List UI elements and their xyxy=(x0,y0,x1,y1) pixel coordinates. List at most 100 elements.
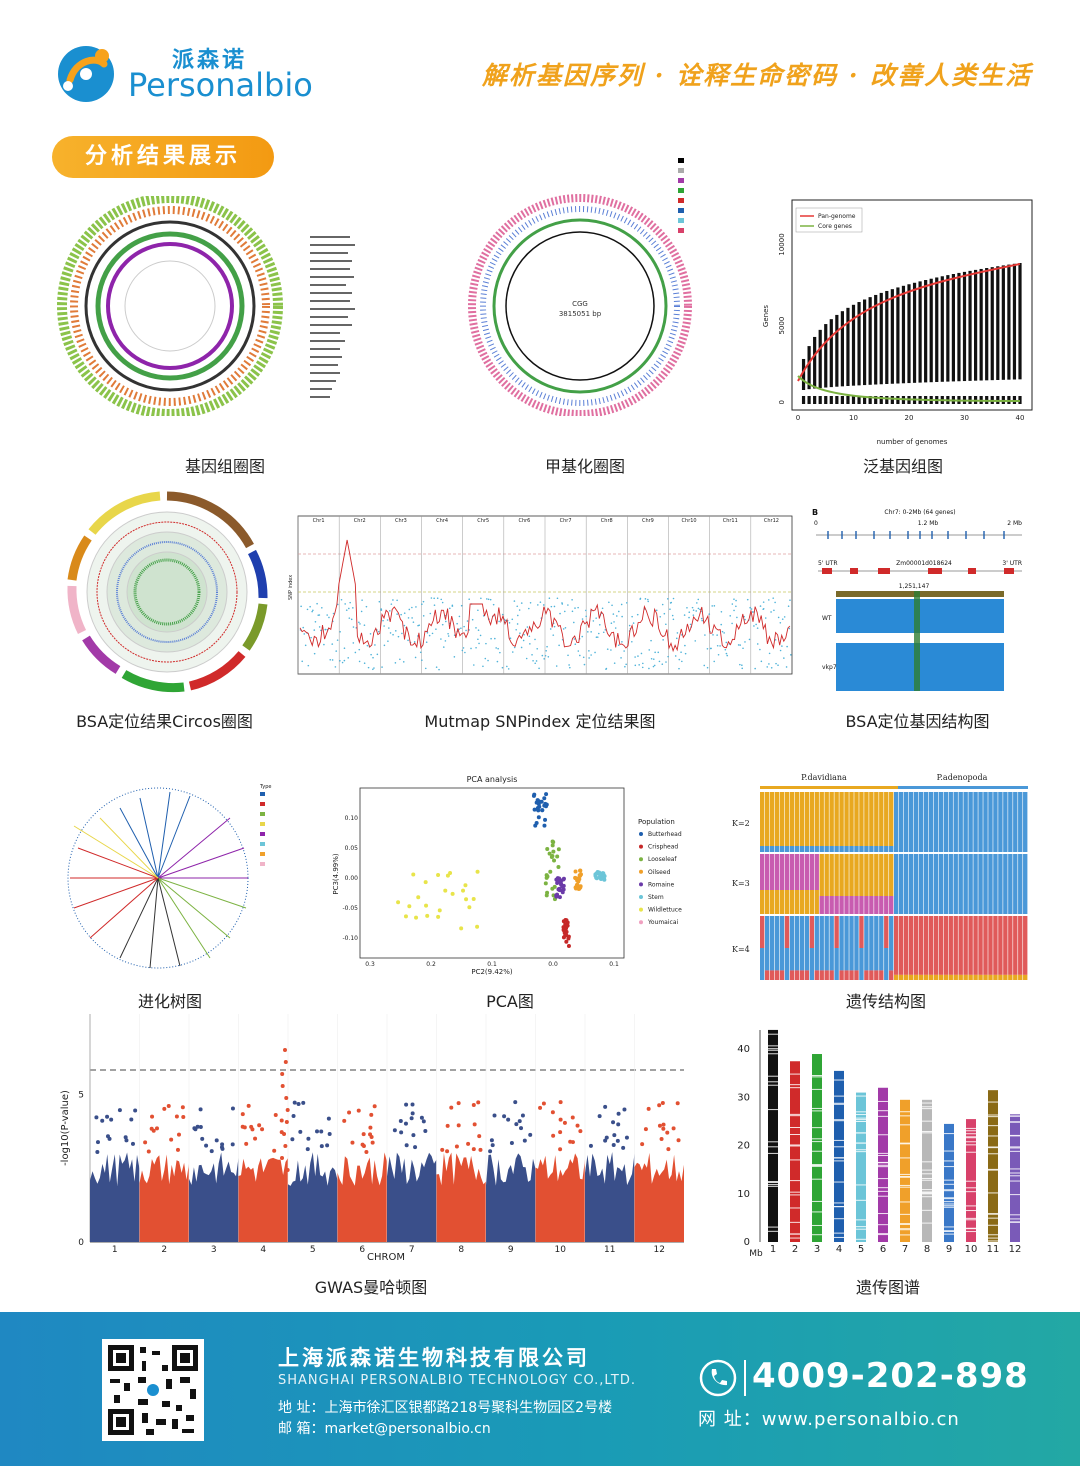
gwas-snp-point xyxy=(671,1126,676,1131)
mutmap-snp-point xyxy=(581,618,584,620)
qr-code[interactable] xyxy=(102,1339,204,1441)
mutmap-snp-point xyxy=(433,604,436,606)
linkage-marker xyxy=(768,1053,778,1055)
mutmap-snp-point xyxy=(472,664,475,666)
structure-ancestry-segment xyxy=(849,970,854,980)
mutmap-snp-point xyxy=(347,657,350,659)
pca-sample-point xyxy=(407,904,412,909)
pca-xlabel: PC2(9.42%) xyxy=(471,968,513,976)
structure-ancestry-segment xyxy=(1013,974,1018,980)
gwas-chrom-block xyxy=(288,1152,338,1242)
mutmap-snp-point xyxy=(543,658,545,660)
mutmap-snp-point xyxy=(318,614,321,616)
pan-genome-sample-column xyxy=(924,280,928,383)
mutmap-snp-point xyxy=(528,635,531,638)
linkage-marker xyxy=(1010,1121,1020,1123)
gwas-snp-point xyxy=(220,1146,225,1151)
linkage-marker xyxy=(922,1102,932,1104)
mutmap-snp-point xyxy=(511,618,514,621)
mutmap-snp-point xyxy=(438,668,440,671)
gwas-snp-point xyxy=(489,1138,494,1143)
linkage-marker xyxy=(944,1183,954,1185)
mutmap-snp-point xyxy=(655,609,658,612)
linkage-marker xyxy=(944,1197,954,1199)
mutmap-snp-point xyxy=(520,646,523,649)
mutmap-snp-point xyxy=(396,613,398,615)
mutmap-snp-point xyxy=(456,622,458,625)
mutmap-snp-point xyxy=(309,605,311,608)
gwas-snp-point xyxy=(372,1104,377,1109)
gwas-snp-point xyxy=(528,1132,533,1137)
structure-ancestry-segment xyxy=(879,896,884,914)
mutmap-snp-point xyxy=(460,627,462,629)
pca-sample-point xyxy=(561,877,566,882)
gwas-snp-point xyxy=(279,1118,284,1123)
pca-xtick: 0.2 xyxy=(426,961,436,968)
mutmap-snp-point xyxy=(648,667,650,670)
linkage-marker xyxy=(812,1165,822,1167)
mutmap-snp-point xyxy=(642,662,644,665)
mutmap-snp-point xyxy=(790,654,792,656)
linkage-marker xyxy=(966,1133,976,1135)
mutmap-snp-point xyxy=(647,598,649,601)
structure-ancestry-segment xyxy=(784,792,790,846)
pca-legend-label: Oilseed xyxy=(648,869,671,876)
phylo-legend-title: Type xyxy=(259,784,271,790)
structure-ancestry-segment xyxy=(1013,792,1018,852)
gwas-snp-point xyxy=(616,1122,621,1127)
linkage-marker xyxy=(922,1179,932,1181)
pca-legend-swatch xyxy=(639,882,643,887)
hotline-number[interactable]: 4009-202-898 xyxy=(752,1356,1029,1396)
pca-sample-point xyxy=(573,876,578,881)
structure-ancestry-segment xyxy=(824,916,829,971)
gwas-snp-point xyxy=(519,1126,524,1131)
mutmap-snp-point xyxy=(480,597,482,600)
genetic-map-caption: 遗传图谱 xyxy=(855,1278,920,1297)
mutmap-snp-point xyxy=(766,666,769,668)
company-email[interactable]: 邮 箱：market@personalbio.cn xyxy=(278,1421,491,1437)
structure-ancestry-segment xyxy=(799,916,805,971)
gwas-snp-point xyxy=(466,1141,471,1146)
mutmap-snp-point xyxy=(413,641,416,643)
pca-legend-swatch xyxy=(639,832,643,836)
core-genome-sample-column xyxy=(874,396,878,404)
structure-ancestry-segment xyxy=(913,974,919,980)
structure-ancestry-segment xyxy=(844,896,849,914)
slogan: 解析基因序列 · 诠释生命密码 · 改善人类生活 xyxy=(482,61,1033,90)
mutmap-snp-point xyxy=(475,627,477,629)
structure-ancestry-segment xyxy=(958,916,963,975)
mutmap-snp-point xyxy=(487,598,490,601)
pca-sample-point xyxy=(445,873,450,878)
gwas-snp-point xyxy=(146,1149,151,1154)
gwas-snp-point xyxy=(488,1149,493,1154)
structure-ancestry-segment xyxy=(839,792,844,846)
mutmap-snp-point xyxy=(601,607,604,610)
pca-ytick: 0.00 xyxy=(345,875,359,882)
linkage-marker xyxy=(1010,1218,1020,1220)
pca-sample-point xyxy=(550,843,555,848)
mutmap-snp-point xyxy=(774,601,776,604)
pca-sample-point xyxy=(564,932,569,937)
mutmap-snp-point xyxy=(739,663,741,666)
linkage-group-bar xyxy=(988,1090,998,1242)
gwas-snp-point xyxy=(562,1120,567,1125)
pan-genome-sample-column xyxy=(979,268,983,381)
gwas-snp-point xyxy=(347,1110,352,1115)
gwas-snp-point xyxy=(392,1128,397,1133)
structure-ancestry-segment xyxy=(779,890,785,914)
pca-legend-label: Crisphead xyxy=(648,844,678,851)
company-website[interactable]: 网 址：www.personalbio.cn xyxy=(698,1409,960,1430)
mutmap-snp-point xyxy=(407,617,410,619)
linkage-marker xyxy=(790,1087,800,1089)
mutmap-snp-point xyxy=(363,624,366,626)
pan-genome-sample-column xyxy=(801,358,806,390)
mutmap-snp-point xyxy=(435,666,438,668)
linkage-marker xyxy=(834,1218,844,1220)
linkage-marker xyxy=(966,1210,976,1212)
gwas-snp-point xyxy=(192,1126,197,1131)
pan-xtick: 40 xyxy=(1016,414,1025,422)
structure-ancestry-segment xyxy=(784,854,790,890)
pan-genome-sample-column xyxy=(851,304,856,386)
structure-ancestry-segment xyxy=(829,854,834,896)
pca-sample-point xyxy=(552,858,557,863)
